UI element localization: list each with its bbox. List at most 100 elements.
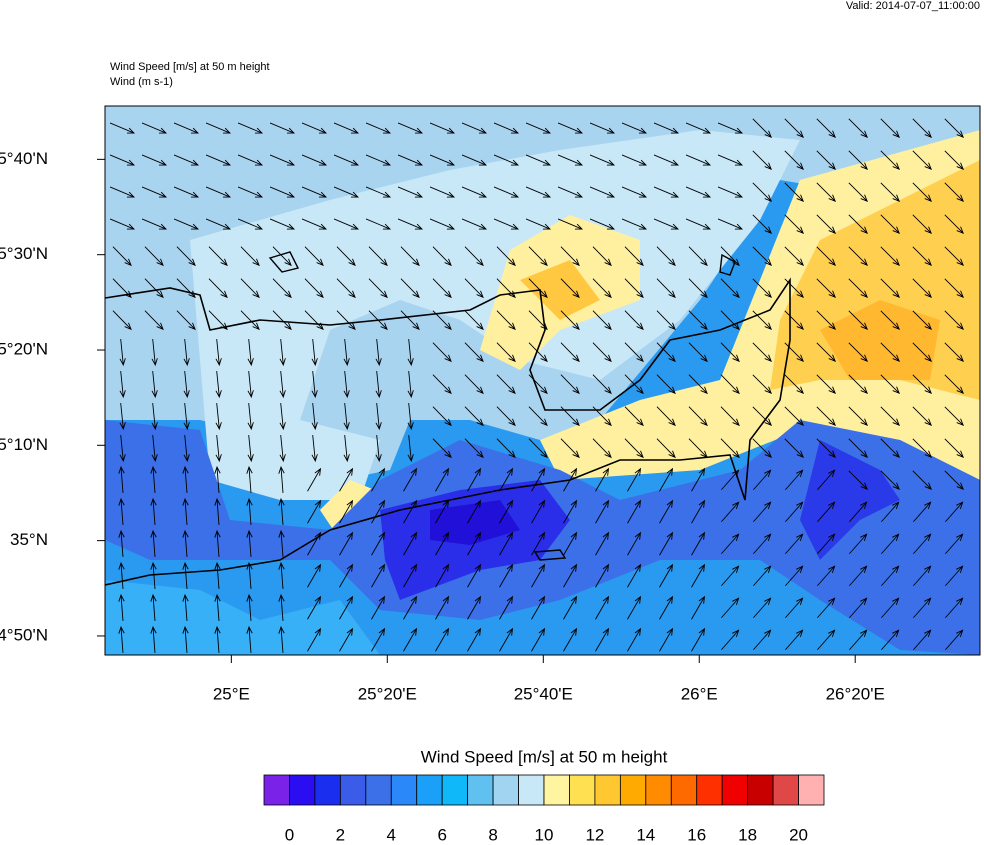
wind-arrow	[528, 278, 548, 299]
wind-arrow	[563, 627, 578, 652]
wind-arrow	[109, 186, 136, 198]
wind-arrow	[557, 218, 584, 230]
wind-arrow	[461, 154, 488, 166]
wind-arrow	[176, 310, 196, 331]
wind-arrow	[560, 342, 580, 363]
wind-arrow	[785, 533, 804, 555]
wind-arrow	[173, 154, 200, 166]
wind-arrow	[816, 374, 837, 395]
wind-arrow	[944, 246, 965, 267]
wind-arrow	[247, 339, 254, 367]
wind-arrow	[624, 310, 644, 331]
wind-arrow	[336, 246, 356, 267]
wind-arrow	[784, 310, 805, 331]
wind-arrow	[848, 182, 869, 203]
wind-arrow	[269, 186, 296, 198]
wind-arrow	[753, 533, 772, 555]
wind-arrow	[173, 186, 200, 198]
wind-arrow	[173, 122, 200, 134]
wind-arrow	[403, 595, 418, 620]
wind-arrow	[333, 218, 360, 230]
wind-arrow	[525, 186, 552, 198]
wind-arrow	[656, 374, 676, 395]
wind-arrow	[365, 154, 392, 166]
wind-arrow	[784, 374, 805, 395]
wind-arrow	[237, 186, 264, 198]
colorbar-box	[467, 774, 494, 806]
wind-arrow	[816, 246, 837, 267]
wind-arrow	[301, 186, 328, 198]
wind-arrow	[365, 218, 392, 230]
wind-arrow	[880, 470, 901, 491]
wind-arrow	[721, 469, 740, 491]
wind-arrow	[461, 122, 488, 134]
wind-arrow	[717, 122, 744, 134]
wind-arrow	[343, 339, 350, 367]
wind-arrow	[151, 435, 158, 463]
wind-arrow	[119, 435, 126, 463]
wind-arrow	[496, 438, 516, 459]
wind-arrow	[881, 597, 900, 619]
wind-arrow	[784, 438, 805, 459]
wind-arrow	[119, 339, 126, 367]
wind-arrow	[150, 625, 157, 653]
wind-arrow	[945, 597, 964, 619]
wind-arrow	[752, 406, 773, 427]
wind-arrow	[816, 438, 837, 459]
wind-arrow	[397, 186, 424, 198]
wind-arrow	[119, 371, 126, 399]
wind-arrow	[595, 467, 610, 492]
wind-arrow	[237, 218, 264, 230]
wind-arrow	[247, 435, 254, 463]
wind-arrow	[691, 531, 706, 556]
wind-arrow	[816, 118, 837, 139]
wind-arrow	[912, 374, 933, 395]
wind-arrow	[624, 406, 644, 427]
wind-arrow	[118, 561, 125, 589]
wind-arrow	[752, 214, 773, 235]
wind-arrow	[784, 150, 805, 171]
wind-arrow	[720, 374, 740, 395]
wind-arrow	[944, 150, 965, 171]
wind-arrow	[721, 597, 740, 619]
wind-arrow	[499, 627, 514, 652]
wind-arrow	[432, 406, 452, 427]
wind-arrow	[278, 593, 285, 621]
wind-arrow	[688, 374, 708, 395]
wind-arrow	[499, 499, 514, 524]
wind-arrow	[659, 467, 674, 492]
wind-arrow	[912, 470, 933, 491]
wind-arrow	[464, 246, 484, 267]
wind-arrow	[432, 438, 452, 459]
wind-arrow	[595, 627, 610, 652]
wind-arrow	[816, 150, 837, 171]
wind-arrow	[467, 499, 482, 524]
wind-arrow	[784, 278, 805, 299]
wind-arrow	[118, 529, 125, 557]
wind-arrow	[621, 154, 648, 166]
wind-arrow	[912, 214, 933, 235]
wind-arrow	[912, 438, 933, 459]
wind-arrow	[627, 499, 642, 524]
wind-arrow	[691, 595, 706, 620]
plot-title: Wind Speed [m/s] at 50 m height	[110, 61, 270, 73]
wind-arrow	[432, 310, 452, 331]
wind-arrow	[182, 625, 189, 653]
wind-arrow	[752, 342, 773, 363]
wind-arrow	[848, 342, 869, 363]
wind-arrow	[627, 595, 642, 620]
wind-arrow	[816, 278, 837, 299]
wind-arrow	[589, 186, 616, 198]
x-tick-label: 26°20'E	[826, 684, 885, 703]
wind-arrow	[589, 218, 616, 230]
wind-arrow	[499, 563, 514, 588]
colorbar-title: Wind Speed [m/s] at 50 m height	[421, 747, 668, 766]
wind-arrow	[461, 186, 488, 198]
wind-arrow	[240, 310, 260, 331]
wind-arrow	[215, 371, 222, 399]
wind-arrow	[721, 501, 740, 523]
wind-arrow	[784, 406, 805, 427]
colorbar-box	[772, 774, 799, 806]
colorbar-box	[798, 774, 825, 806]
